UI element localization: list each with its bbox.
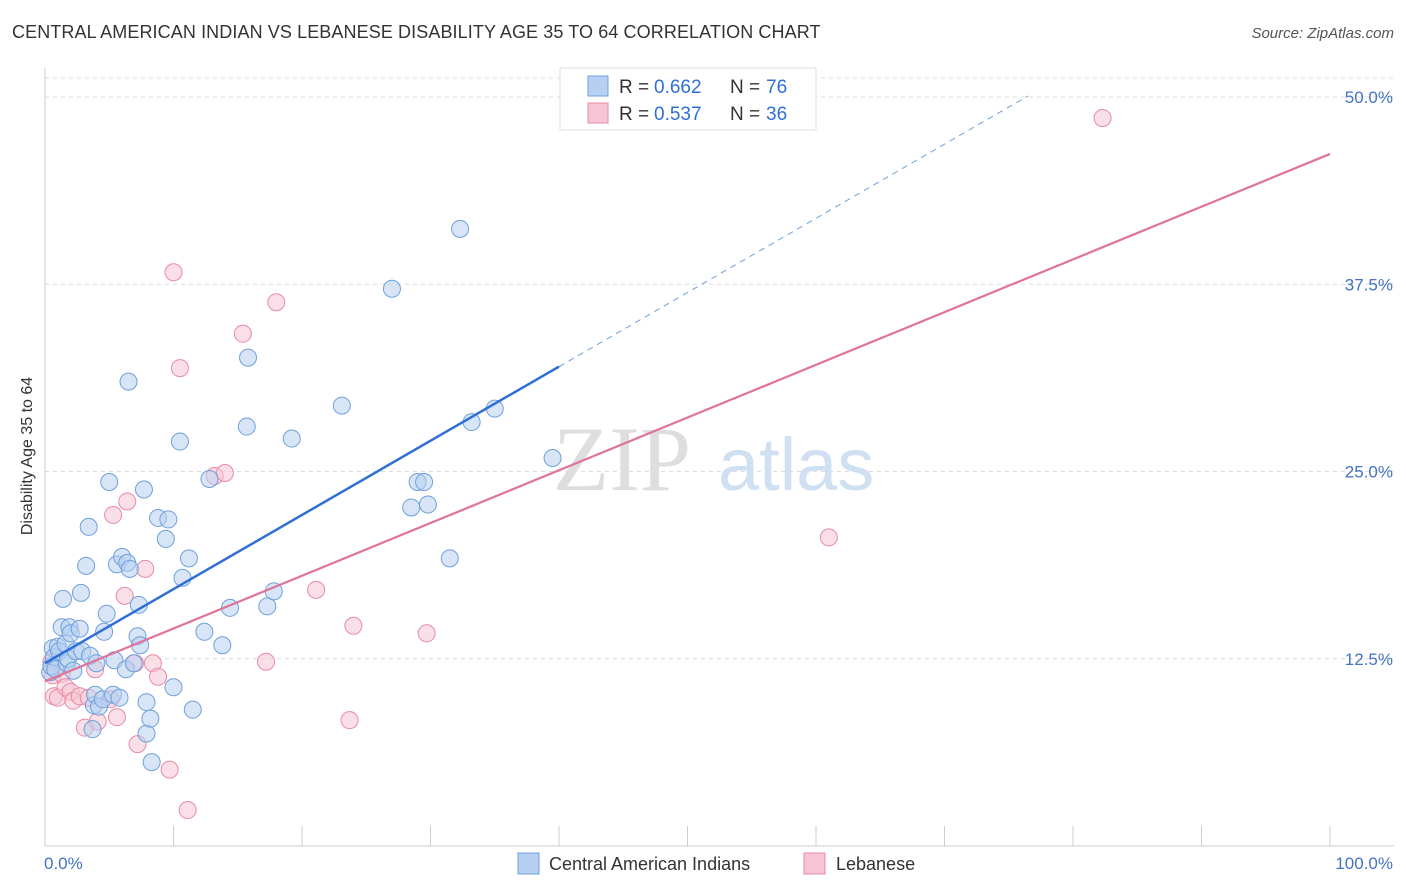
- central-american-indian-point: [100, 472, 119, 491]
- trend-lines: [44, 95, 1331, 683]
- legend-r-label-pink: R =: [619, 104, 649, 125]
- central-american-indian-point: [415, 472, 434, 491]
- central-american-indian-point: [382, 279, 401, 298]
- central-american-indian-point: [124, 654, 143, 673]
- central-american-indian-point: [179, 549, 198, 568]
- bottom-legend-swatch-pink: [803, 852, 826, 875]
- lebanese-point: [118, 492, 137, 511]
- lebanese-point: [215, 463, 234, 482]
- gridlines: [45, 77, 1394, 660]
- central-american-indian-point: [53, 589, 72, 608]
- x-axis-ticks: [44, 826, 1331, 846]
- bottom-legend-label-pink: Lebanese: [836, 854, 915, 874]
- central-american-indian-point: [213, 636, 232, 655]
- central-american-indian-point: [195, 622, 214, 641]
- watermark-zip: ZIP: [553, 408, 691, 510]
- legend-swatch-blue: [587, 75, 609, 97]
- chart-source: Source: ZipAtlas.com: [1251, 25, 1394, 42]
- bottom-legend-swatch-blue: [517, 852, 540, 875]
- central-american-indian-point: [402, 498, 421, 517]
- lebanese-point: [819, 528, 838, 547]
- x-tick-labels: 0.0% 100.0%: [44, 854, 1393, 873]
- central-american-indian-point: [258, 597, 277, 616]
- central-american-indian-point: [79, 517, 98, 536]
- lebanese-point: [170, 359, 189, 378]
- lebanese-point: [164, 263, 183, 282]
- central-american-indian-point: [282, 429, 301, 448]
- central-american-indian-point: [451, 219, 470, 238]
- legend-n-label-blue: N =: [730, 77, 760, 98]
- legend-r-value-blue: 0.662: [654, 77, 702, 98]
- central-american-indian-point: [543, 449, 562, 468]
- lebanese-point: [107, 708, 126, 727]
- central-american-indian-point: [156, 529, 175, 548]
- central-american-indian-point: [170, 432, 189, 451]
- y-tick-label: 37.5%: [1345, 275, 1393, 294]
- x-tick-label: 0.0%: [44, 854, 83, 873]
- central-american-indian-point: [183, 700, 202, 719]
- lebanese-point: [160, 760, 179, 779]
- watermark-atlas: atlas: [718, 423, 874, 506]
- lebanese-point: [115, 586, 134, 605]
- lebanese-point: [307, 580, 326, 599]
- lebanese-point: [344, 616, 363, 635]
- y-axis-title: Disability Age 35 to 64: [19, 377, 36, 535]
- central-american-indian-point: [137, 693, 156, 712]
- legend-r-label-blue: R =: [619, 77, 649, 98]
- central-american-indian-point: [83, 720, 102, 739]
- central-american-indian-point: [164, 678, 183, 697]
- central-american-indian-point: [97, 604, 116, 623]
- series-legend: Central American Indians Lebanese: [517, 852, 915, 875]
- central-american-indian-point: [239, 348, 258, 367]
- central-american-indian-trend-line: [44, 365, 560, 665]
- y-tick-labels: 12.5% 25.0% 37.5% 50.0%: [1345, 88, 1393, 669]
- central-american-indian-point: [137, 724, 156, 743]
- lebanese-point: [417, 624, 436, 643]
- lebanese-point: [178, 801, 197, 820]
- central-american-indian-point: [332, 396, 351, 415]
- lebanese-point: [267, 293, 286, 312]
- central-american-indian-point: [142, 753, 161, 772]
- central-american-indian-points: [41, 219, 562, 772]
- central-american-indian-point: [110, 688, 129, 707]
- legend-n-label-pink: N =: [730, 104, 760, 125]
- lebanese-trend-line: [44, 152, 1331, 683]
- lebanese-point: [257, 652, 276, 671]
- central-american-indian-point: [200, 469, 219, 488]
- stats-legend: R = 0.662 N = 76 R = 0.537 N = 36: [559, 67, 817, 131]
- lebanese-point: [136, 559, 155, 578]
- central-american-indian-point: [418, 495, 437, 514]
- lebanese-point: [340, 711, 359, 730]
- y-tick-label: 12.5%: [1345, 650, 1393, 669]
- lebanese-point: [1093, 108, 1112, 127]
- lebanese-point: [104, 505, 123, 524]
- legend-swatch-pink: [587, 102, 609, 124]
- central-american-indian-point: [237, 417, 256, 436]
- central-american-indian-point: [141, 709, 160, 728]
- y-tick-label: 50.0%: [1345, 88, 1393, 107]
- central-american-indian-point: [159, 510, 178, 529]
- legend-r-value-pink: 0.537: [654, 104, 702, 125]
- bottom-legend-label-blue: Central American Indians: [549, 854, 750, 874]
- central-american-indian-point: [119, 372, 138, 391]
- central-american-indian-point: [440, 549, 459, 568]
- central-american-indian-point: [134, 480, 153, 499]
- legend-n-value-pink: 36: [766, 104, 787, 125]
- central-american-indian-point: [120, 559, 139, 578]
- y-tick-label: 25.0%: [1345, 463, 1393, 482]
- lebanese-point: [149, 667, 168, 686]
- chart-title: CENTRAL AMERICAN INDIAN VS LEBANESE DISA…: [12, 22, 821, 42]
- central-american-indian-trend-extension: [558, 95, 1029, 368]
- legend-n-value-blue: 76: [766, 77, 787, 98]
- x-tick-label: 100.0%: [1335, 854, 1393, 873]
- central-american-indian-point: [77, 556, 96, 575]
- central-american-indian-point: [71, 583, 90, 602]
- central-american-indian-point: [70, 619, 89, 638]
- lebanese-point: [233, 324, 252, 343]
